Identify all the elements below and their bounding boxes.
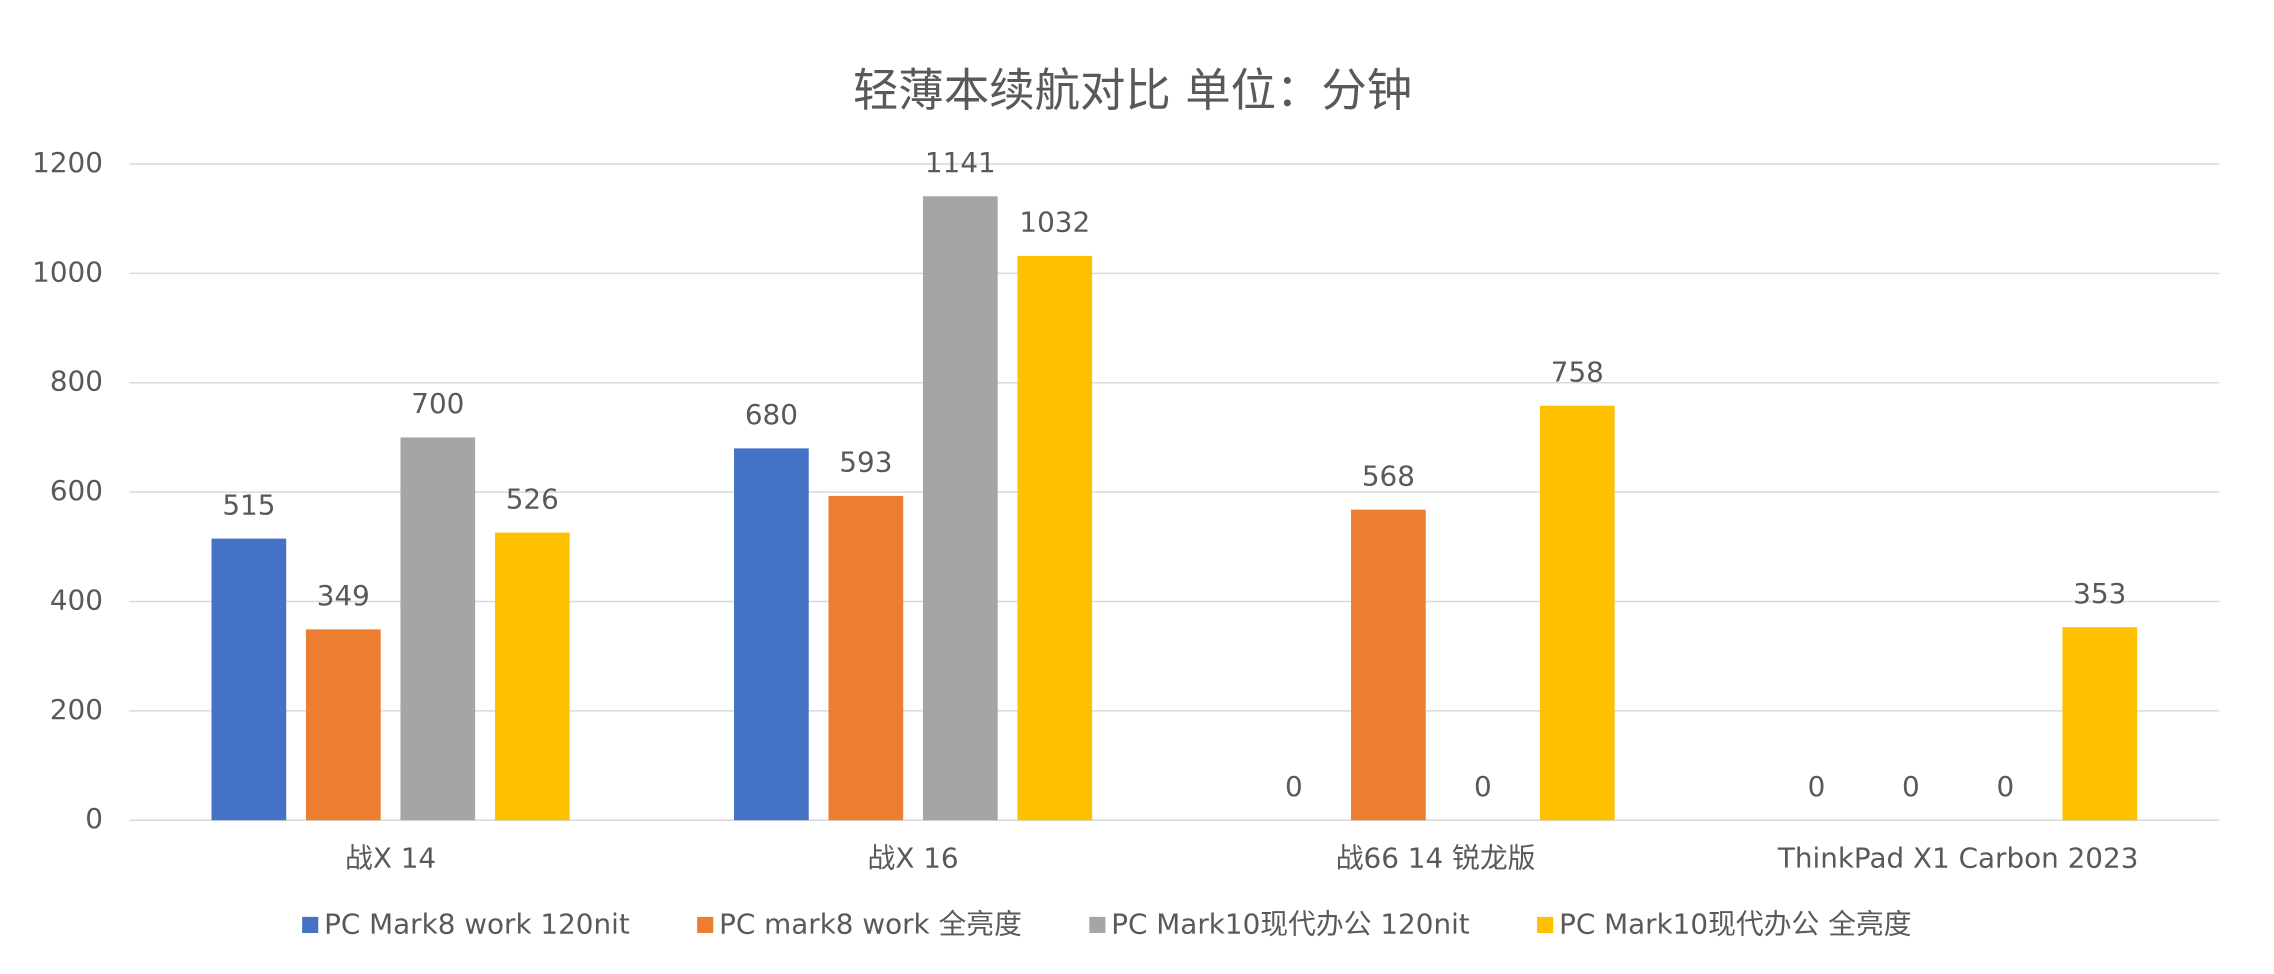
chart-title: 轻薄本续航对比 单位：分钟 xyxy=(853,64,1412,117)
data-label: 1141 xyxy=(925,146,996,179)
y-tick-label: 1000 xyxy=(32,255,103,288)
data-label: 0 xyxy=(1902,770,1920,803)
y-tick-label: 200 xyxy=(50,693,103,726)
y-tick-label: 600 xyxy=(50,474,103,507)
data-label: 680 xyxy=(745,398,798,431)
bar xyxy=(1539,405,1615,821)
data-label: 1032 xyxy=(1019,206,1090,239)
legend-label: PC Mark8 work 120nit xyxy=(324,908,630,941)
y-tick-label: 1200 xyxy=(32,146,103,179)
y-tick-label: 0 xyxy=(85,802,103,835)
data-label: 515 xyxy=(222,488,275,521)
bar xyxy=(400,437,476,821)
y-tick-label: 800 xyxy=(50,365,103,398)
legend-swatch xyxy=(1537,916,1554,933)
bar xyxy=(211,538,287,821)
legend-label: PC Mark10现代办公 全亮度 xyxy=(1559,908,1912,941)
data-label: 700 xyxy=(411,387,464,420)
bar xyxy=(828,495,904,821)
data-label: 0 xyxy=(1285,770,1303,803)
x-tick-label: ThinkPad X1 Carbon 2023 xyxy=(1777,842,2139,875)
data-label: 593 xyxy=(839,446,892,479)
data-label: 353 xyxy=(2073,577,2126,610)
x-tick-label: 战66 14 锐龙版 xyxy=(1336,842,1536,875)
x-tick-label: 战X 16 xyxy=(868,842,959,875)
legend-label: PC Mark10现代办公 120nit xyxy=(1111,908,1470,941)
x-tick-label: 战X 14 xyxy=(345,842,436,875)
bar xyxy=(2062,627,2138,821)
legend-swatch xyxy=(1089,916,1106,933)
bar xyxy=(1351,509,1426,821)
bar xyxy=(734,448,809,821)
data-label: 0 xyxy=(1808,770,1826,803)
data-label: 758 xyxy=(1551,356,1604,389)
legend-swatch xyxy=(302,916,319,933)
data-label: 0 xyxy=(1474,770,1492,803)
data-label: 526 xyxy=(506,482,559,515)
data-label: 0 xyxy=(1997,770,2015,803)
legend-swatch xyxy=(697,916,714,933)
bar xyxy=(305,629,381,821)
y-tick-label: 400 xyxy=(50,583,103,616)
data-label: 349 xyxy=(317,579,370,612)
bar xyxy=(1017,255,1093,821)
data-label: 568 xyxy=(1362,459,1415,492)
bar xyxy=(494,532,570,821)
legend-label: PC mark8 work 全亮度 xyxy=(719,908,1022,941)
bar xyxy=(922,196,998,821)
